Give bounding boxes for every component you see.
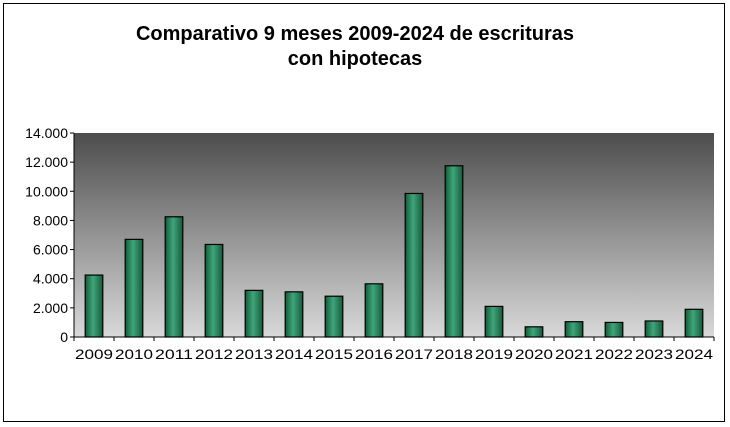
- bar-2016: [364, 283, 384, 338]
- x-tick-label: 2011: [155, 346, 193, 362]
- chart-title-line-2: con hipotecas: [287, 48, 423, 70]
- bar-2023: [644, 320, 664, 338]
- bar-2017: [404, 192, 424, 338]
- x-tick-label: 2010: [115, 346, 153, 362]
- y-tick-label: 6.000: [33, 242, 68, 258]
- x-tick-label: 2014: [275, 346, 313, 362]
- bar-2013: [244, 289, 264, 338]
- y-tick-label: 14.000: [25, 125, 68, 141]
- x-tick-label: 2024: [675, 346, 713, 362]
- y-tick-label: 0: [60, 329, 68, 345]
- x-tick-label: 2019: [475, 346, 513, 362]
- x-tick-label: 2015: [315, 346, 353, 362]
- bar-2010: [124, 238, 144, 338]
- bar-2019: [484, 305, 504, 338]
- bar-2015: [324, 295, 344, 338]
- y-tick-label: 2.000: [33, 300, 68, 316]
- bar-2011: [164, 216, 184, 338]
- y-tick-label: 8.000: [33, 212, 68, 228]
- bar-2020: [524, 326, 544, 338]
- x-tick-label: 2018: [435, 346, 473, 362]
- bar-2024: [684, 308, 704, 338]
- x-tick-label: 2012: [195, 346, 233, 362]
- x-tick-label: 2020: [515, 346, 553, 362]
- bar-2012: [204, 243, 224, 338]
- x-tick-label: 2013: [235, 346, 273, 362]
- x-tick-label: 2023: [635, 346, 673, 362]
- bar-2018: [444, 165, 464, 338]
- y-tick-label: 10.000: [25, 183, 68, 199]
- bar-2014: [284, 291, 304, 338]
- x-tick-label: 2022: [595, 346, 633, 362]
- x-tick-label: 2017: [395, 346, 433, 362]
- bar-2022: [604, 321, 624, 338]
- y-tick-label: 12.000: [25, 154, 68, 170]
- x-tick-label: 2009: [75, 346, 113, 362]
- y-tick-label: 4.000: [33, 271, 68, 287]
- chart-title: Comparativo 9 meses 2009-2024 de escritu…: [0, 22, 710, 72]
- x-tick-label: 2021: [555, 346, 593, 362]
- x-tick-label: 2016: [355, 346, 393, 362]
- bar-2009: [84, 274, 104, 338]
- bar-2021: [564, 321, 584, 338]
- chart-title-line-1: Comparativo 9 meses 2009-2024 de escritu…: [135, 23, 575, 45]
